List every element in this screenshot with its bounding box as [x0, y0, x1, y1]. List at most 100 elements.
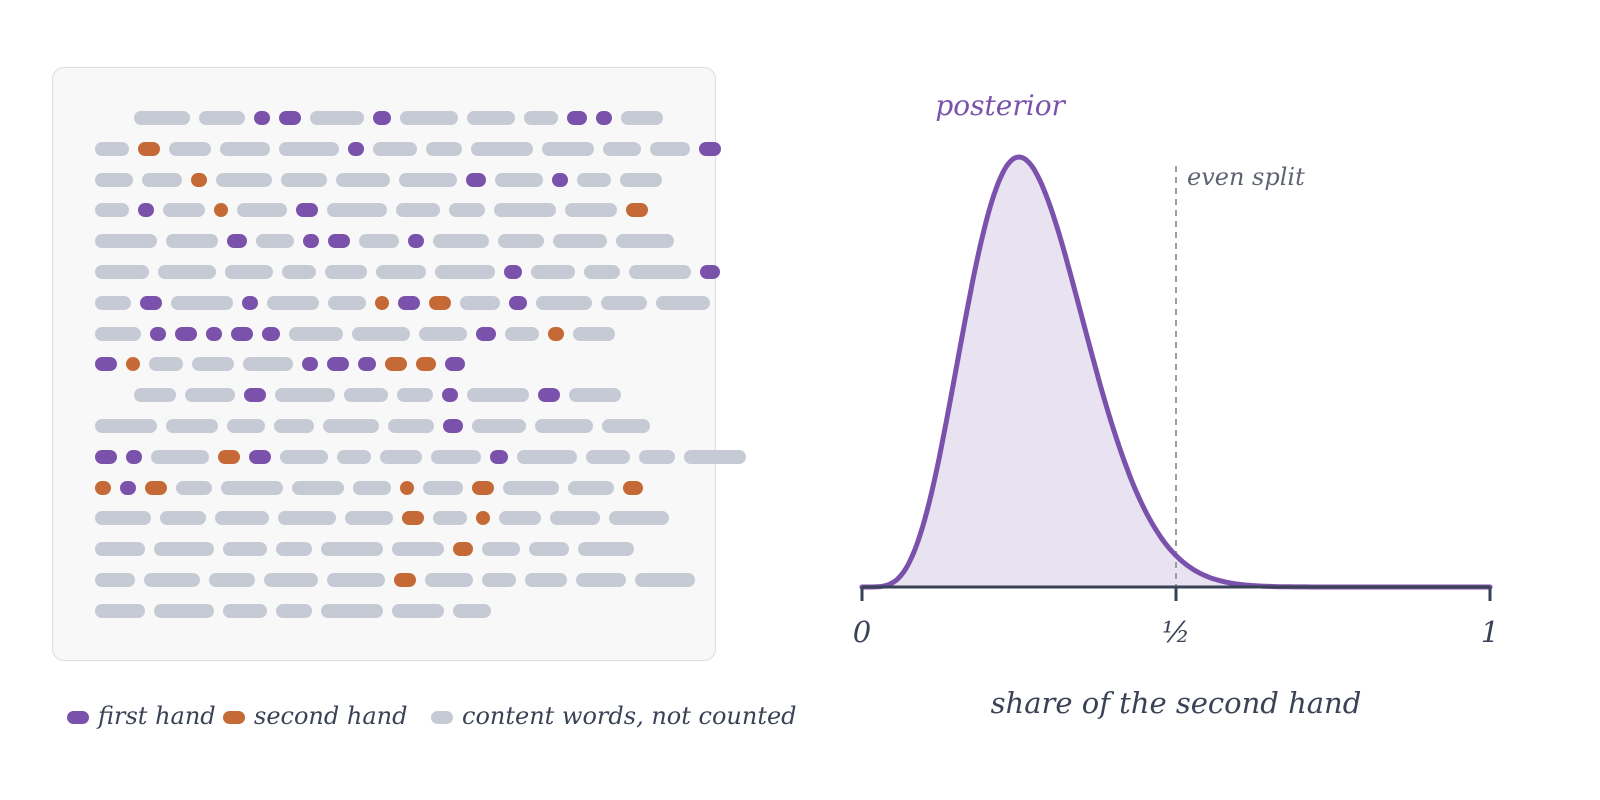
- content-word: [400, 111, 458, 125]
- content-word: [359, 234, 399, 249]
- text-line: [53, 141, 721, 156]
- second-hand-word: [95, 480, 111, 495]
- content-word: [199, 111, 245, 125]
- first-hand-word: [302, 357, 318, 372]
- second-hand-word: [626, 203, 648, 218]
- content-word: [602, 419, 650, 433]
- first-hand-word: [95, 357, 117, 372]
- content-word: [163, 203, 205, 218]
- second-hand-word: [126, 357, 140, 372]
- second-hand-word: [623, 480, 643, 495]
- content-word: [482, 542, 520, 557]
- text-line: [53, 234, 674, 249]
- content-word: [503, 480, 559, 495]
- content-word: [275, 388, 335, 403]
- content-word: [221, 480, 283, 495]
- first-hand-word: [150, 326, 166, 341]
- content-word: [166, 419, 218, 433]
- content-word: [397, 388, 433, 403]
- content-word: [344, 388, 388, 403]
- first-hand-word: [490, 449, 508, 464]
- content-word: [553, 234, 607, 249]
- text-line: [53, 111, 673, 125]
- content-word: [264, 573, 318, 587]
- first-hand-word: [206, 326, 222, 341]
- text-line: [53, 419, 673, 433]
- content-word: [419, 326, 467, 341]
- content-word: [95, 203, 129, 218]
- text-line: [53, 172, 673, 187]
- content-word: [95, 234, 157, 249]
- content-word: [531, 265, 575, 279]
- text-line: [53, 511, 673, 526]
- content-word: [95, 141, 129, 156]
- content-word: [392, 542, 444, 557]
- content-word: [471, 141, 533, 156]
- content-word: [635, 573, 695, 587]
- content-word: [433, 511, 467, 526]
- text-line: [53, 265, 720, 279]
- content-word: [171, 295, 233, 310]
- content-word: [95, 419, 157, 433]
- content-word: [524, 111, 558, 125]
- first-hand-word: [249, 449, 271, 464]
- content-word: [499, 511, 541, 526]
- first-hand-word: [138, 203, 154, 218]
- content-word: [568, 480, 614, 495]
- legend-label-second-hand: second hand: [254, 702, 408, 730]
- content-word: [467, 111, 515, 125]
- content-word: [95, 295, 131, 310]
- content-word: [433, 234, 489, 249]
- second-hand-word: [416, 357, 436, 372]
- content-word: [353, 480, 391, 495]
- first-hand-word: [504, 265, 522, 279]
- content-word: [256, 234, 294, 249]
- content-word: [460, 295, 500, 310]
- content-word: [399, 172, 457, 187]
- text-line: [53, 449, 746, 464]
- x-tick-label: 1: [1481, 615, 1499, 649]
- first-hand-word: [552, 172, 568, 187]
- content-word: [95, 265, 149, 279]
- content-word: [95, 172, 133, 187]
- first-hand-word: [120, 480, 136, 495]
- second-hand-word: [138, 141, 160, 156]
- content-word: [134, 388, 176, 403]
- content-word: [336, 172, 390, 187]
- content-word: [453, 603, 491, 618]
- content-word: [243, 357, 293, 372]
- text-line: [53, 295, 710, 310]
- content-word: [95, 603, 145, 618]
- content-word: [225, 265, 273, 279]
- text-line: [53, 326, 673, 341]
- content-word: [327, 573, 385, 587]
- content-word: [684, 449, 746, 464]
- first-hand-word: [348, 141, 364, 156]
- content-word: [380, 449, 422, 464]
- content-word: [396, 203, 440, 218]
- content-word: [216, 172, 272, 187]
- first-hand-word: [596, 111, 612, 125]
- content-word: [639, 449, 675, 464]
- second-hand-word: [472, 480, 494, 495]
- content-word: [337, 449, 371, 464]
- text-sample-panel: [52, 67, 746, 661]
- content-word: [154, 603, 214, 618]
- first-hand-word: [699, 141, 721, 156]
- content-word: [166, 234, 218, 249]
- first-hand-word: [509, 295, 527, 310]
- first-hand-word: [303, 234, 319, 249]
- content-word: [325, 265, 367, 279]
- first-hand-word: [442, 388, 458, 403]
- first-hand-word: [327, 357, 349, 372]
- content-word: [142, 172, 182, 187]
- first-hand-word: [567, 111, 587, 125]
- first-hand-word: [140, 295, 162, 310]
- first-hand-word: [328, 234, 350, 249]
- content-word: [498, 234, 544, 249]
- density-area: [862, 157, 1490, 587]
- legend-label-first-hand: first hand: [98, 702, 216, 730]
- text-line: [53, 480, 673, 495]
- content-word: [550, 511, 600, 526]
- content-word: [629, 265, 691, 279]
